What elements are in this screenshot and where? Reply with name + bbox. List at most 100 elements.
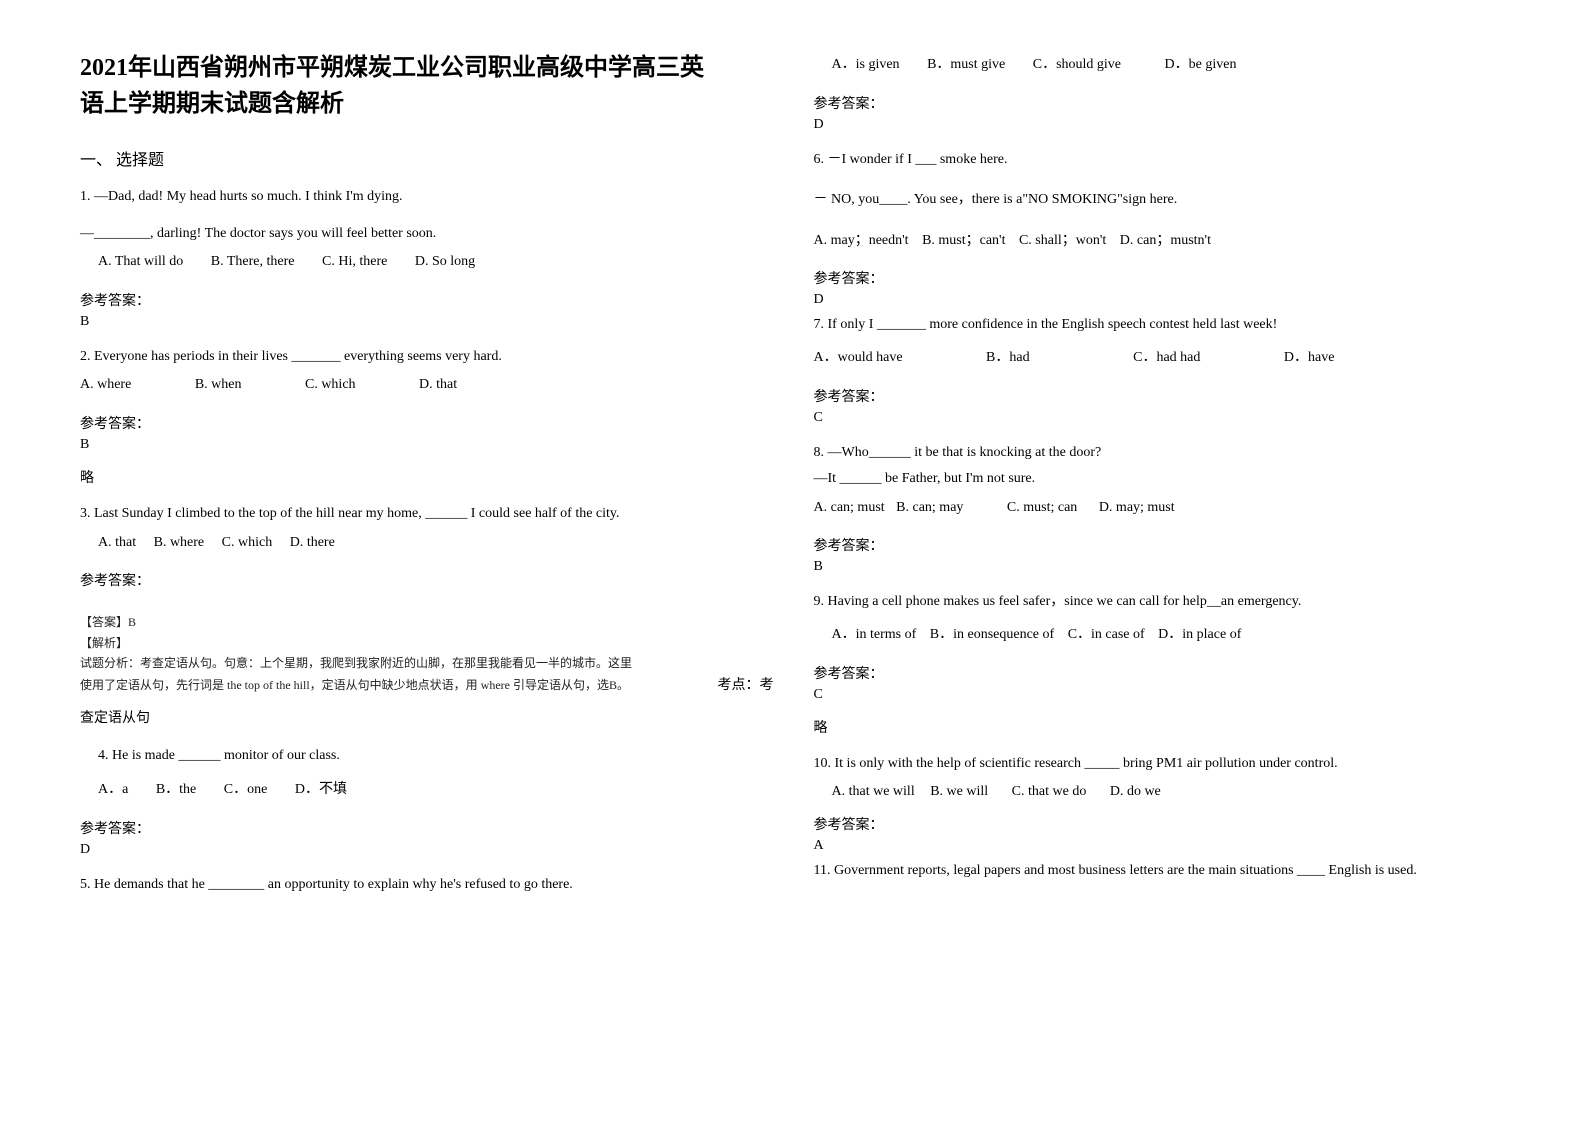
q9-note: 略 <box>814 717 1508 737</box>
q8-optD: D. may; must <box>1099 495 1175 522</box>
q10-ans-label: 参考答案： <box>814 814 1508 834</box>
q1-optC: C. Hi, there <box>322 249 387 276</box>
q10-optB: B. we will <box>930 779 988 806</box>
q1-ans-label: 参考答案： <box>80 290 774 310</box>
page-root: 2021年山西省朔州市平朔煤炭工业公司职业高级中学高三英 语上学期期末试题含解析… <box>0 0 1587 1122</box>
q7-optC: C．had had <box>1133 345 1200 372</box>
q5-ans-label: 参考答案： <box>814 93 1508 113</box>
q3-kaodian: 考点：考 <box>718 673 774 700</box>
q3-expl-tag: 【答案】B <box>80 612 774 632</box>
q8-stem1: 8. —Who______ it be that is knocking at … <box>814 440 1508 467</box>
question-9: 9. Having a cell phone makes us feel saf… <box>814 589 1508 648</box>
q10-stem: 10. It is only with the help of scientif… <box>814 751 1508 778</box>
q9-ans-label: 参考答案： <box>814 663 1508 683</box>
question-2: 2. Everyone has periods in their lives _… <box>80 344 774 399</box>
question-5-opts: A．is given B．must give C．should give D．b… <box>814 50 1508 79</box>
q4-optC: C．one <box>224 777 268 804</box>
title-line1: 2021年山西省朔州市平朔煤炭工业公司职业高级中学高三英 <box>80 55 704 81</box>
section-1-header: 一、 选择题 <box>80 146 774 170</box>
q1-optD: D. So long <box>415 249 475 276</box>
question-3: 3. Last Sunday I climbed to the top of t… <box>80 501 774 556</box>
q1-optB: B. There, there <box>211 249 295 276</box>
q6-optC: C. shall；won't <box>1019 228 1106 255</box>
q10-ans: A <box>814 838 1508 854</box>
q1-stem1: 1. —Dad, dad! My head hurts so much. I t… <box>80 184 774 211</box>
spacer <box>80 594 774 612</box>
q3-kaodian2: 查定语从句 <box>80 706 774 733</box>
q5-ans: D <box>814 117 1508 133</box>
q2-optB: B. when <box>195 372 242 399</box>
q10-optD: D. do we <box>1110 779 1161 806</box>
q1-options: A. That will do B. There, there C. Hi, t… <box>80 249 774 276</box>
q4-ans-label: 参考答案： <box>80 818 774 838</box>
q3-optA: A. that <box>98 530 136 557</box>
q9-optC: C．in case of <box>1068 622 1145 649</box>
q3-stem: 3. Last Sunday I climbed to the top of t… <box>80 501 774 528</box>
q8-options: A. can; must B. can; may C. must; can D.… <box>814 495 1508 522</box>
q9-optB: B．in eonsequence of <box>930 622 1054 649</box>
q8-optA: A. can; must <box>814 495 885 522</box>
doc-title: 2021年山西省朔州市平朔煤炭工业公司职业高级中学高三英 语上学期期末试题含解析 <box>80 50 774 122</box>
q2-optA: A. where <box>80 372 131 399</box>
q2-stem: 2. Everyone has periods in their lives _… <box>80 344 774 371</box>
q3-expl1: 试题分析：考查定语从句。句意：上个星期，我爬到我家附近的山脚，在那里我能看见一半… <box>80 653 774 673</box>
q5-stem: 5. He demands that he ________ an opport… <box>80 872 774 899</box>
q3-optC: C. which <box>222 530 273 557</box>
q8-stem2: —It ______ be Father, but I'm not sure. <box>814 466 1508 493</box>
q4-options: A．a B．the C．one D．不填 <box>98 777 774 804</box>
q9-optD: D．in place of <box>1158 622 1241 649</box>
question-10: 10. It is only with the help of scientif… <box>814 751 1508 806</box>
q6-stem1: 6. －I wonder if I ___ smoke here. <box>814 147 1508 174</box>
q2-optD: D. that <box>419 372 457 399</box>
q1-ans: B <box>80 314 774 330</box>
q3-expl-row: 使用了定语从句，先行词是 the top of the hill，定语从句中缺少… <box>80 673 774 706</box>
question-11: 11. Government reports, legal papers and… <box>814 858 1508 885</box>
q4-optD: D．不填 <box>295 777 347 804</box>
left-column: 2021年山西省朔州市平朔煤炭工业公司职业高级中学高三英 语上学期期末试题含解析… <box>60 50 794 1082</box>
q10-optA: A. that we will <box>832 779 915 806</box>
q7-optB: B．had <box>986 345 1030 372</box>
q7-stem: 7. If only I _______ more confidence in … <box>814 312 1508 339</box>
q6-ans-label: 参考答案： <box>814 268 1508 288</box>
q5-optA: A．is given <box>832 52 900 79</box>
q9-ans: C <box>814 687 1508 703</box>
q7-ans-label: 参考答案： <box>814 386 1508 406</box>
q3-ans-label: 参考答案： <box>80 570 774 590</box>
question-8: 8. —Who______ it be that is knocking at … <box>814 440 1508 522</box>
q9-optA: A．in terms of <box>832 622 917 649</box>
q7-ans: C <box>814 410 1508 426</box>
q6-optB: B. must；can't <box>922 228 1005 255</box>
q1-stem2: —________, darling! The doctor says you … <box>80 221 774 248</box>
q1-optA: A. That will do <box>98 249 183 276</box>
q6-stem2: － NO, you____. You see，there is a"NO SMO… <box>814 187 1508 214</box>
q2-ans-label: 参考答案： <box>80 413 774 433</box>
q10-optC: C. that we do <box>1012 779 1087 806</box>
q5-optB: B．must give <box>927 52 1005 79</box>
q2-ans: B <box>80 437 774 453</box>
q2-optC: C. which <box>305 372 356 399</box>
q3-optD: D. there <box>290 530 335 557</box>
q3-optB: B. where <box>154 530 205 557</box>
q4-optB: B．the <box>156 777 196 804</box>
q7-optD: D．have <box>1284 345 1335 372</box>
q3-expl2: 使用了定语从句，先行词是 the top of the hill，定语从句中缺少… <box>80 675 712 695</box>
q2-note: 略 <box>80 467 774 487</box>
q3-expl-hdr: 【解析】 <box>80 633 774 653</box>
q2-options: A. where B. when C. which D. that <box>80 372 774 399</box>
q8-optB: B. can; may <box>896 495 963 522</box>
q6-optA: A. may；needn't <box>814 228 909 255</box>
q5-optC: C．should give <box>1033 52 1121 79</box>
q7-options: A．would have B．had C．had had D．have <box>814 345 1508 372</box>
question-6: 6. －I wonder if I ___ smoke here. － NO, … <box>814 147 1508 255</box>
q4-ans: D <box>80 842 774 858</box>
q6-ans: D <box>814 292 1508 308</box>
question-5-stem: 5. He demands that he ________ an opport… <box>80 872 774 899</box>
right-column: A．is given B．must give C．should give D．b… <box>794 50 1528 1082</box>
q7-optA: A．would have <box>814 345 903 372</box>
q9-options: A．in terms of B．in eonsequence of C．in c… <box>814 622 1508 649</box>
q6-optD: D. can；mustn't <box>1120 228 1211 255</box>
q5-optD: D．be given <box>1165 52 1237 79</box>
q8-ans-label: 参考答案： <box>814 535 1508 555</box>
q11-stem: 11. Government reports, legal papers and… <box>814 858 1508 885</box>
q4-optA: A．a <box>98 777 128 804</box>
